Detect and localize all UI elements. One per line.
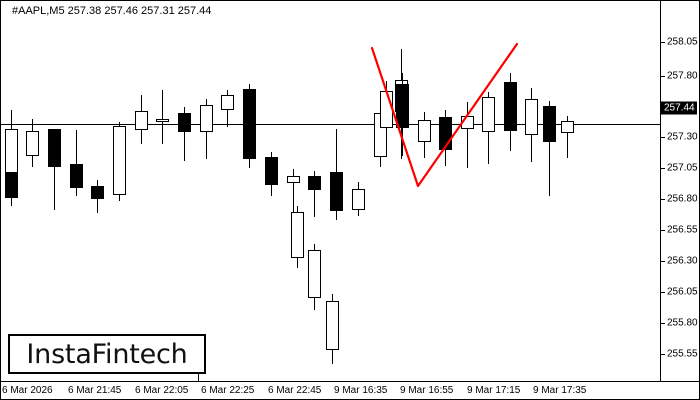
candle-body-bear: [91, 186, 104, 199]
price-label: 255.55: [667, 348, 698, 360]
candle-body-bull: [26, 131, 39, 156]
candle-wick: [184, 107, 185, 161]
time-label: 9 Mar 17:35: [533, 385, 587, 396]
price-label: 256.05: [667, 286, 698, 298]
time-label: 9 Mar 17:15: [467, 385, 521, 396]
candle-body-bull: [418, 120, 431, 142]
candle-body-bear: [70, 164, 83, 188]
price-tick: [661, 168, 665, 169]
price-tick: [661, 137, 665, 138]
current-price-badge: 257.44: [661, 101, 697, 115]
price-label: 257.80: [667, 70, 698, 82]
price-label: 257.30: [667, 131, 698, 143]
time-label: 6 Mar 21:45: [68, 385, 122, 396]
time-label: 6 Mar 22:45: [268, 385, 322, 396]
candle-body-bull: [135, 111, 148, 130]
candle-body-bull: [482, 97, 495, 132]
price-label: 256.30: [667, 255, 698, 267]
candle-body-bear: [439, 117, 452, 150]
candle-body-bull: [352, 189, 365, 210]
price-label: 256.55: [667, 224, 698, 236]
price-label: 255.80: [667, 317, 698, 329]
candle-body-bull: [525, 99, 538, 135]
candle-body-bull: [308, 250, 321, 298]
price-scale[interactable]: 258.05257.80257.55257.30257.05256.80256.…: [661, 0, 700, 382]
candle-body-bull: [221, 95, 234, 110]
candle-body-bull: [380, 91, 393, 128]
candle-body-bear: [330, 172, 343, 211]
candle-body-bull: [156, 119, 169, 122]
candle-wick: [293, 169, 294, 216]
candle-body-bear: [243, 89, 256, 159]
candle-body-bull: [561, 121, 574, 133]
time-scale-divider: [0, 381, 700, 382]
time-label: 6 Mar 22:25: [201, 385, 255, 396]
candle-body-bear: [48, 129, 61, 167]
candle-body-bull: [5, 129, 18, 173]
current-price-line: [1, 124, 660, 125]
candle-wick: [54, 129, 55, 210]
symbol-ohlc-header: #AAPL,M5 257.38 257.46 257.31 257.44: [12, 5, 212, 17]
price-label: 257.05: [667, 162, 698, 174]
candle-body-bear: [265, 157, 278, 185]
price-tick: [661, 230, 665, 231]
price-tick: [661, 354, 665, 355]
candle-body-bull: [113, 126, 126, 195]
candle-body-bear: [5, 173, 18, 198]
time-label: 9 Mar 16:35: [334, 385, 388, 396]
candle-body-bull: [200, 105, 213, 132]
candle-wick: [567, 116, 568, 158]
candle-wick: [549, 101, 550, 196]
candle-body-bear: [543, 106, 556, 142]
price-tick: [661, 323, 665, 324]
candle-body-bull: [287, 176, 300, 183]
candle-wick: [314, 171, 315, 217]
price-scale-divider: [660, 0, 661, 382]
candle-body-bull: [291, 212, 304, 258]
candle-body-bear: [396, 84, 409, 128]
candle-body-bull: [461, 116, 474, 129]
price-tick: [661, 261, 665, 262]
time-label: 6 Mar 22:05: [135, 385, 189, 396]
candlestick-plot-area[interactable]: [1, 16, 660, 380]
candle-body-bull: [326, 301, 339, 350]
candle-wick: [76, 130, 77, 196]
candle-body-bear: [308, 176, 321, 190]
candle-body-bear: [178, 113, 191, 132]
price-tick: [661, 199, 665, 200]
time-scale[interactable]: 6 Mar 2026 6 Mar 21:45 6 Mar 22:05 6 Mar 22…: [0, 382, 700, 400]
time-label: 9 Mar 16:55: [400, 385, 454, 396]
candle-body-bear: [504, 82, 517, 131]
time-divider-tick: [198, 368, 199, 382]
price-tick: [661, 292, 665, 293]
logo-text: InstaFintech: [26, 338, 188, 370]
time-label: 6 Mar 2026: [2, 385, 53, 396]
price-label: 256.80: [667, 193, 698, 205]
price-label: 258.05: [667, 36, 698, 48]
candle-wick: [467, 102, 468, 168]
instafintech-logo: InstaFintech: [8, 334, 206, 374]
price-tick: [661, 76, 665, 77]
price-tick: [661, 42, 665, 43]
candle-wick: [162, 90, 163, 144]
